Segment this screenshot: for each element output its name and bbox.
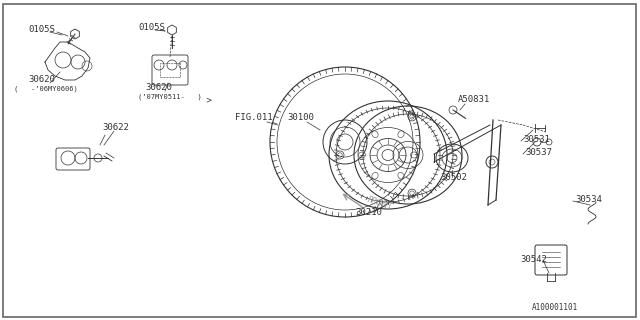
Text: FIG.011: FIG.011: [235, 113, 273, 122]
Text: 30534: 30534: [575, 195, 602, 204]
Text: 30542: 30542: [520, 255, 547, 264]
Text: FRONT: FRONT: [366, 196, 394, 212]
Text: 0105S: 0105S: [28, 25, 55, 34]
Text: 30531: 30531: [523, 135, 550, 144]
Text: >: >: [205, 95, 211, 104]
Bar: [160, 63, 180, 77]
Text: 30502: 30502: [440, 173, 467, 182]
Text: A100001101: A100001101: [532, 303, 578, 312]
Text: 30622: 30622: [102, 123, 129, 132]
Text: 30620: 30620: [28, 75, 55, 84]
Text: 30620: 30620: [145, 83, 172, 92]
Text: (’07MY0511-   ): (’07MY0511- ): [138, 93, 202, 100]
Text: 30100: 30100: [287, 113, 314, 122]
Text: 30210: 30210: [355, 208, 382, 217]
Text: (   -’06MY0606): ( -’06MY0606): [14, 85, 77, 92]
Text: 0105S: 0105S: [138, 23, 165, 32]
Text: A50831: A50831: [458, 95, 490, 104]
Text: 30537: 30537: [525, 148, 552, 157]
